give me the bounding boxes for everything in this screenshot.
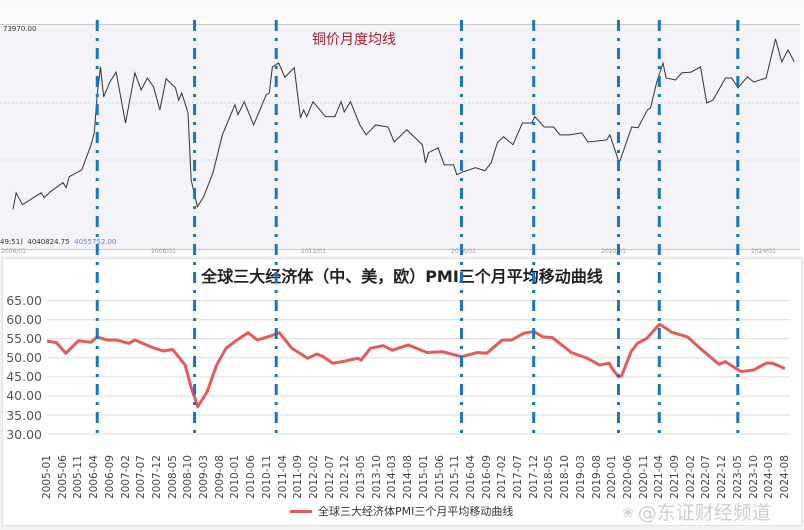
pmi-y-tick-label: 45.00 <box>6 369 42 385</box>
pmi-legend: 全球三大经济体PMI三个月平均移动曲线 <box>290 505 513 518</box>
pmi-y-tick-label: 65.00 <box>6 293 42 309</box>
paw-logo-icon: ❀ <box>622 505 634 521</box>
legend-swatch <box>290 510 312 513</box>
copper-x-tick-label: 2020/01 <box>601 248 626 255</box>
copper-price-line <box>12 38 795 210</box>
status-value-2: 4055752.00 <box>74 238 117 246</box>
copper-x-tick-label: 2012/01 <box>301 248 326 255</box>
copper-chart-title: 铜价月度均线 <box>312 32 396 48</box>
watermark: ❀ @东证财经频道 <box>622 502 771 524</box>
copper-status-bar: 49:51) 4040824.75 4055752.00 <box>0 238 116 246</box>
watermark-text: @东证财经频道 <box>637 502 771 524</box>
pmi-y-tick-label: 35.00 <box>6 407 42 423</box>
pmi-chart-title: 全球三大经济体（中、美，欧）PMI三个月平均移动曲线 <box>201 267 603 286</box>
copper-x-tick-label: 2024/01 <box>751 248 776 255</box>
copper-max-label: 73970.00 <box>3 25 37 33</box>
copper-x-tick-label: 2008/01 <box>151 248 176 255</box>
pmi-y-tick-label: 55.00 <box>6 331 42 347</box>
status-value-1: 4040824.75 <box>27 238 70 246</box>
pmi-y-tick-label: 40.00 <box>6 388 42 404</box>
copper-x-tick-label: 2016/01 <box>451 248 476 255</box>
status-prefix: 49:51) <box>0 238 23 246</box>
pmi-y-tick-label: 60.00 <box>6 312 42 328</box>
pmi-chart-panel <box>2 258 802 526</box>
copper-x-tick-label: 2004/01 <box>1 248 26 255</box>
pmi-y-tick-label: 30.00 <box>6 426 42 442</box>
pmi-y-tick-label: 50.00 <box>6 350 42 366</box>
pmi-line <box>46 322 786 409</box>
legend-label: 全球三大经济体PMI三个月平均移动曲线 <box>318 505 514 518</box>
